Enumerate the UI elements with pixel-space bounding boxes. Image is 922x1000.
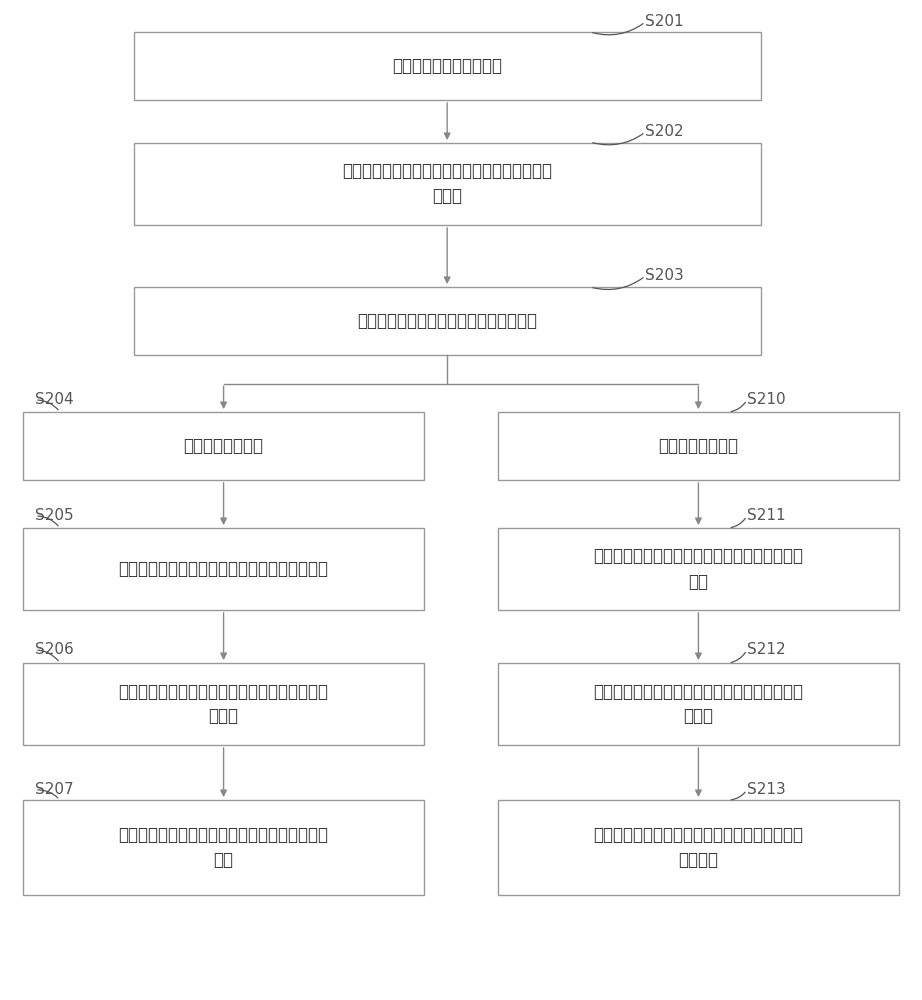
Bar	[134, 32, 761, 100]
Text: S206: S206	[35, 643, 74, 658]
Bar	[23, 528, 424, 610]
Text: S211: S211	[747, 508, 786, 524]
Text: S201: S201	[645, 14, 684, 29]
Text: 在预览拍摄界面上显示补光模式下的图像: 在预览拍摄界面上显示补光模式下的图像	[357, 312, 538, 330]
Bar	[134, 287, 761, 355]
Text: S202: S202	[645, 124, 684, 139]
Text: 根据获取到的所述设定操作，调节所述补光灯的
输出色温: 根据获取到的所述设定操作，调节所述补光灯的 输出色温	[594, 826, 803, 869]
Text: 获取对触控屏的设定操作，所述设定操作对应补
光强度: 获取对触控屏的设定操作，所述设定操作对应补 光强度	[119, 682, 328, 726]
Text: 获取对触控屏的设定操作，所述设定操作对应色
温变化: 获取对触控屏的设定操作，所述设定操作对应色 温变化	[594, 682, 803, 726]
Bar	[23, 800, 424, 895]
Bar	[498, 412, 899, 480]
Bar	[23, 663, 424, 745]
Bar	[498, 800, 899, 895]
Text: S204: S204	[35, 392, 74, 408]
Text: S203: S203	[645, 268, 684, 284]
Text: 根据所述当前环境光强，调节所述补光灯的亮度: 根据所述当前环境光强，调节所述补光灯的亮度	[119, 560, 328, 578]
Text: 检测当前环境光强: 检测当前环境光强	[183, 437, 264, 455]
Text: S205: S205	[35, 508, 74, 524]
Bar	[498, 663, 899, 745]
Text: S210: S210	[747, 392, 786, 408]
Bar	[23, 412, 424, 480]
Text: 根据获取到的所述设定操作，调节所述补光灯的
亮度: 根据获取到的所述设定操作，调节所述补光灯的 亮度	[119, 826, 328, 869]
Text: S212: S212	[747, 643, 786, 658]
Text: 检测当前环境色温: 检测当前环境色温	[658, 437, 739, 455]
Bar	[134, 143, 761, 225]
Text: 当确定获取的所述拍摄模式为补光模式时，开启
补光灯: 当确定获取的所述拍摄模式为补光模式时，开启 补光灯	[342, 162, 552, 205]
Text: 根据所述当前环境色温，调节所述补光灯的输出
色温: 根据所述当前环境色温，调节所述补光灯的输出 色温	[594, 548, 803, 590]
Bar	[498, 528, 899, 610]
Text: S207: S207	[35, 782, 74, 798]
Text: 获取当前设置的拍摄模式: 获取当前设置的拍摄模式	[392, 57, 502, 75]
Text: S213: S213	[747, 782, 786, 798]
